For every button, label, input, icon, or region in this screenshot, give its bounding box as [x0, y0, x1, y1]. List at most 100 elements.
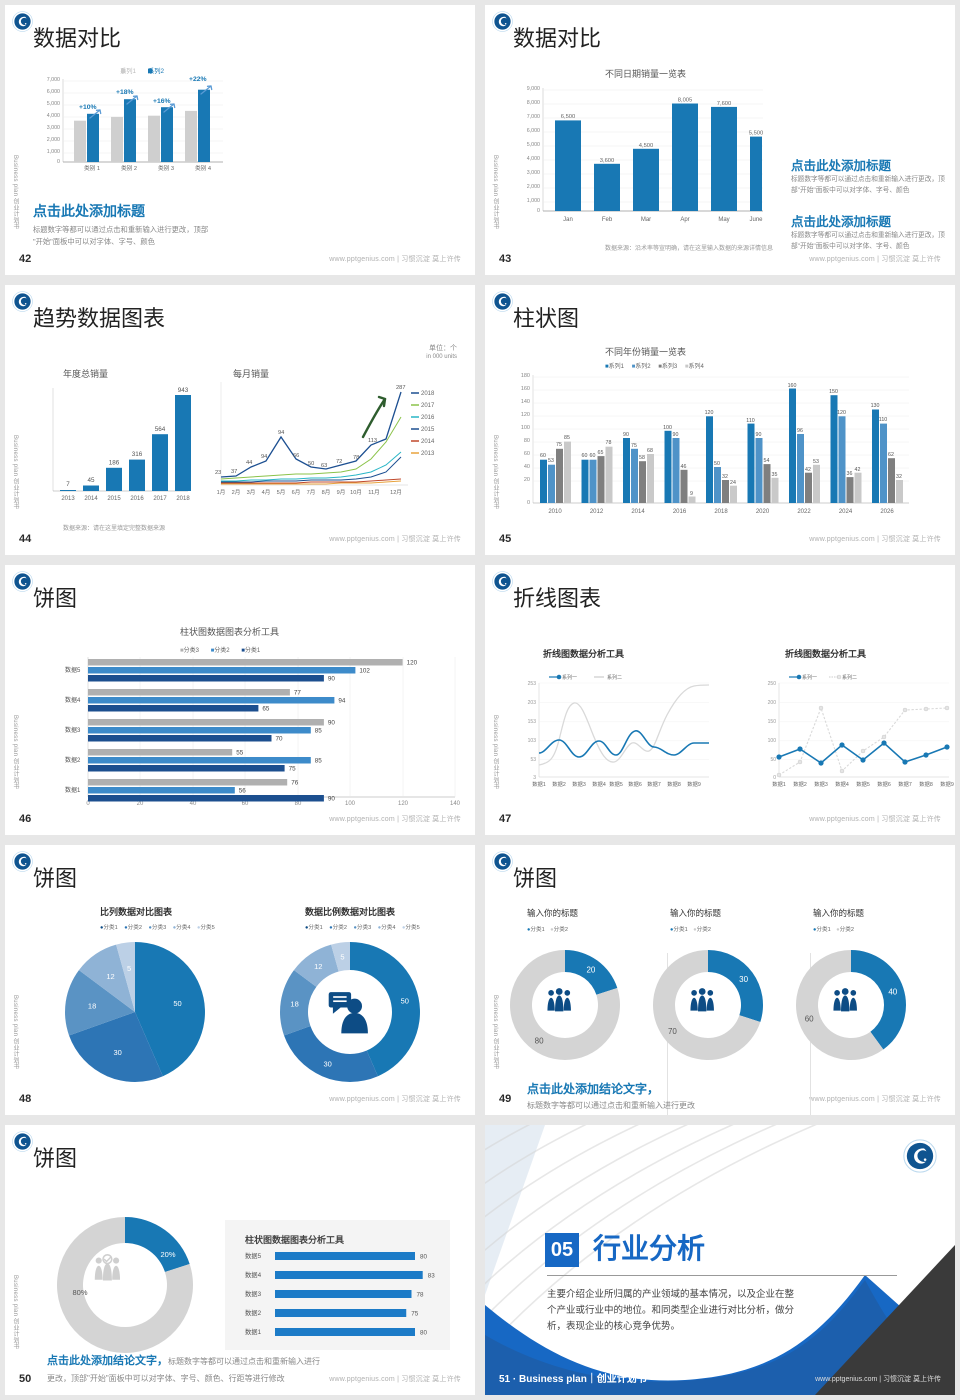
svg-text:120: 120: [398, 801, 409, 807]
svg-text:53: 53: [530, 757, 536, 763]
svg-text:5月: 5月: [277, 489, 286, 496]
svg-text:90: 90: [673, 432, 679, 438]
svg-text:20%: 20%: [160, 1250, 175, 1259]
svg-text:数据3: 数据3: [814, 780, 828, 788]
svg-text:2018: 2018: [176, 496, 190, 502]
svg-text:数据9: 数据9: [940, 780, 954, 788]
svg-text:60: 60: [590, 453, 596, 459]
svg-text:30: 30: [739, 975, 748, 984]
svg-text:42: 42: [855, 467, 861, 473]
svg-text:40: 40: [190, 801, 197, 807]
svg-text:32: 32: [722, 474, 728, 480]
svg-text:+10%: +10%: [79, 104, 97, 111]
svg-text:6,000: 6,000: [527, 128, 540, 134]
svg-text:50: 50: [770, 757, 776, 763]
svg-text:83: 83: [428, 1273, 436, 1280]
svg-text:60: 60: [805, 1015, 814, 1024]
svg-text:数据4: 数据4: [835, 780, 849, 788]
svg-text:数据5: 数据5: [856, 780, 870, 788]
svg-text:数据5: 数据5: [65, 666, 81, 674]
svg-text:2月: 2月: [232, 489, 241, 496]
svg-text:Feb: Feb: [602, 217, 613, 223]
svg-text:20: 20: [524, 477, 530, 483]
svg-text:100: 100: [768, 738, 777, 744]
svg-text:42: 42: [805, 467, 811, 473]
svg-text:4,000: 4,000: [47, 113, 60, 119]
svg-text:7,000: 7,000: [47, 77, 60, 83]
svg-text:5: 5: [127, 964, 131, 973]
svg-text:66: 66: [293, 453, 299, 459]
svg-text:系列一: 系列一: [562, 674, 577, 681]
svg-text:24: 24: [730, 480, 736, 486]
svg-text:数据8: 数据8: [667, 780, 681, 788]
svg-text:80%: 80%: [72, 1288, 87, 1297]
svg-text:6,500: 6,500: [561, 114, 576, 120]
svg-text:94: 94: [338, 698, 346, 705]
svg-text:数据9: 数据9: [687, 780, 701, 788]
svg-text:5,500: 5,500: [749, 131, 764, 137]
svg-text:53: 53: [548, 458, 554, 464]
svg-text:53: 53: [813, 459, 819, 465]
svg-text:50: 50: [714, 461, 720, 467]
svg-text:2,000: 2,000: [527, 184, 540, 190]
svg-text:140: 140: [521, 399, 530, 405]
svg-text:96: 96: [797, 428, 803, 434]
svg-text:数据2: 数据2: [793, 780, 807, 788]
svg-text:数据1: 数据1: [65, 786, 81, 794]
svg-text:7: 7: [66, 481, 70, 488]
svg-text:120: 120: [407, 660, 418, 667]
svg-text:120: 120: [837, 410, 846, 416]
svg-text:60: 60: [540, 453, 546, 459]
svg-text:6月: 6月: [292, 489, 301, 496]
svg-text:1月: 1月: [217, 489, 226, 496]
svg-text:36: 36: [847, 471, 853, 477]
svg-text:Apr: Apr: [680, 217, 689, 223]
svg-text:287: 287: [396, 385, 406, 391]
svg-text:类别 3: 类别 3: [158, 164, 174, 172]
svg-text:30: 30: [114, 1048, 122, 1057]
svg-text:2020: 2020: [756, 509, 770, 515]
svg-text:类别 2: 类别 2: [121, 164, 137, 172]
svg-text:253: 253: [528, 681, 537, 687]
svg-text:943: 943: [178, 387, 189, 394]
svg-text:Mar: Mar: [641, 217, 651, 223]
svg-text:0: 0: [537, 208, 540, 214]
svg-text:7月: 7月: [307, 489, 316, 496]
svg-text:180: 180: [521, 373, 530, 379]
svg-text:58: 58: [639, 455, 645, 461]
svg-text:0: 0: [57, 159, 60, 165]
svg-text:数据3: 数据3: [245, 1289, 262, 1298]
svg-text:55: 55: [236, 750, 244, 757]
svg-text:3: 3: [533, 775, 536, 781]
svg-text:203: 203: [528, 700, 537, 706]
svg-text:120: 120: [521, 412, 530, 418]
svg-text:数据4: 数据4: [592, 780, 606, 788]
svg-text:113: 113: [368, 438, 377, 444]
svg-text:75: 75: [289, 766, 297, 773]
svg-text:2016: 2016: [673, 509, 687, 515]
svg-text:40: 40: [524, 464, 530, 470]
svg-text:数据6: 数据6: [877, 780, 891, 788]
svg-text:2018: 2018: [421, 391, 435, 397]
svg-text:130: 130: [871, 403, 880, 409]
svg-text:40: 40: [888, 987, 897, 996]
svg-text:2014: 2014: [631, 509, 645, 515]
svg-text:102: 102: [359, 668, 370, 675]
svg-text:23: 23: [215, 470, 221, 476]
svg-text:0: 0: [773, 775, 776, 781]
svg-text:0: 0: [527, 500, 530, 506]
svg-text:50: 50: [308, 461, 314, 467]
svg-text:250: 250: [768, 681, 777, 687]
svg-text:7,600: 7,600: [717, 101, 732, 107]
svg-text:4,000: 4,000: [527, 156, 540, 162]
svg-text:6,000: 6,000: [47, 89, 60, 95]
svg-text:30: 30: [324, 1059, 332, 1068]
svg-text:系列二: 系列二: [607, 674, 622, 681]
svg-text:50: 50: [401, 997, 409, 1006]
svg-text:35: 35: [772, 472, 778, 478]
svg-text:65: 65: [262, 706, 270, 713]
svg-text:2026: 2026: [880, 509, 894, 515]
svg-text:2015: 2015: [421, 427, 435, 433]
svg-text:100: 100: [345, 801, 356, 807]
svg-text:9: 9: [690, 491, 693, 497]
